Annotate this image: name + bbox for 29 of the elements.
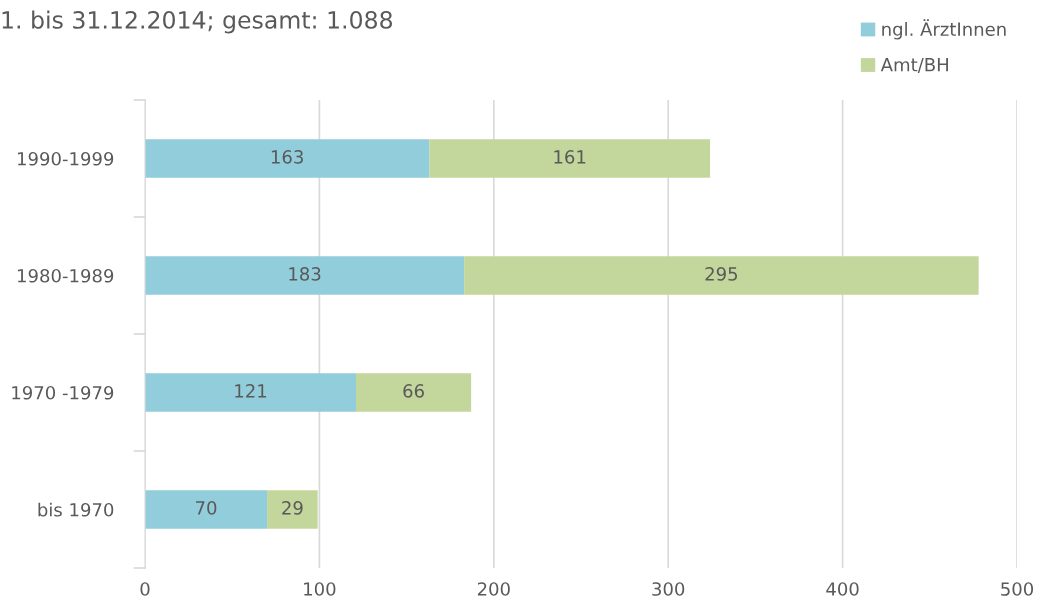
y-tick-label: 1970 -1979 — [12, 385, 114, 400]
bar — [267, 490, 318, 529]
chart-title: 1. bis 31.12.2014; gesamt: 1.088 — [2, 10, 393, 34]
data-label: 121 — [235, 384, 267, 398]
bar — [356, 373, 472, 412]
x-tick-label: 400 — [826, 582, 859, 596]
legend-label: ngl. ÄrztInnen — [882, 19, 1006, 40]
y-tick-label: 1990-1999 — [18, 151, 114, 166]
x-tick-label: 100 — [304, 582, 336, 596]
bar — [145, 490, 268, 529]
data-label: 161 — [554, 150, 586, 164]
data-label: 183 — [289, 267, 321, 281]
data-label: 163 — [271, 150, 303, 164]
y-tick-label: bis 1970 — [38, 502, 114, 517]
data-label: 29 — [282, 501, 303, 515]
x-tick-label: 500 — [1001, 582, 1034, 596]
legend-label: Amt/BH — [880, 58, 948, 73]
bar — [145, 256, 465, 295]
x-tick-label: 200 — [477, 582, 510, 596]
bar — [145, 373, 357, 412]
x-tick-label: 0 — [140, 582, 150, 596]
data-label: 70 — [196, 501, 217, 515]
bar — [429, 139, 711, 178]
data-label: 295 — [705, 267, 738, 281]
x-tick-label: 300 — [652, 582, 685, 596]
bar — [464, 256, 979, 295]
data-label: 66 — [403, 384, 424, 398]
y-tick-label: 1980-1989 — [18, 268, 114, 283]
bar — [145, 139, 430, 178]
